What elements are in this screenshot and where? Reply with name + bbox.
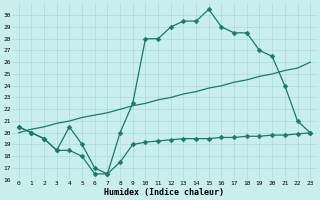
X-axis label: Humidex (Indice chaleur): Humidex (Indice chaleur) (104, 188, 224, 197)
